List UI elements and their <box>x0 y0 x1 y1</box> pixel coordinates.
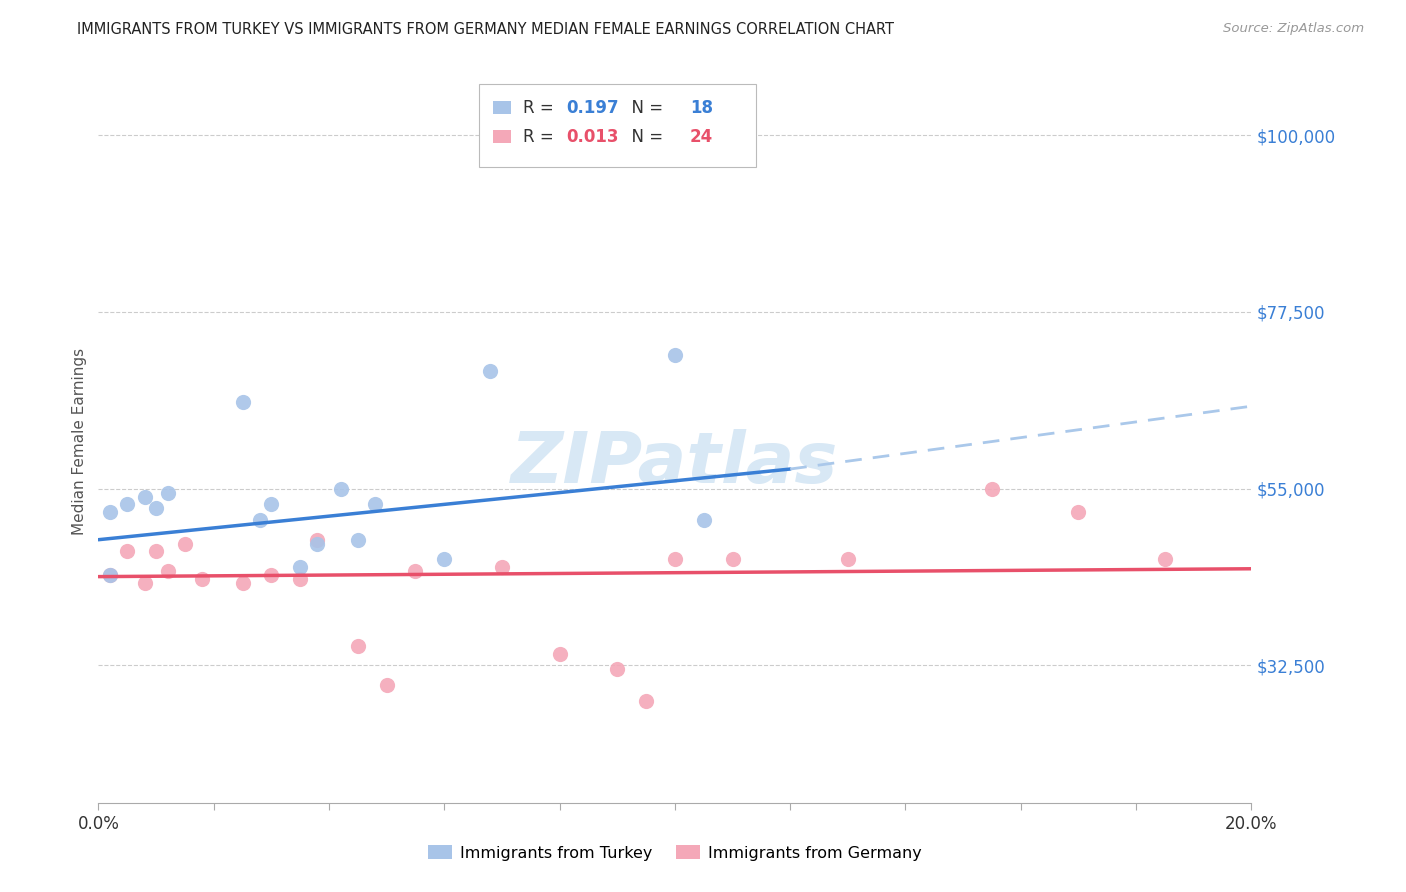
Point <box>290 560 312 574</box>
Point <box>156 485 179 500</box>
Point <box>664 552 686 566</box>
Point <box>307 536 329 550</box>
Text: ZIPatlas: ZIPatlas <box>512 429 838 498</box>
Point <box>693 513 716 527</box>
Point <box>606 662 628 676</box>
FancyBboxPatch shape <box>492 101 512 114</box>
Point <box>156 564 179 578</box>
Point <box>145 501 167 516</box>
Point <box>98 568 121 582</box>
Text: R =: R = <box>523 99 558 117</box>
Point <box>636 694 658 708</box>
Point <box>346 533 368 547</box>
Text: 0.197: 0.197 <box>567 99 619 117</box>
Y-axis label: Median Female Earnings: Median Female Earnings <box>72 348 87 535</box>
Point <box>231 395 254 409</box>
Text: Source: ZipAtlas.com: Source: ZipAtlas.com <box>1223 22 1364 36</box>
FancyBboxPatch shape <box>479 84 755 167</box>
Text: 0.013: 0.013 <box>567 128 619 145</box>
Point <box>174 536 197 550</box>
Point <box>134 575 156 590</box>
Text: R =: R = <box>523 128 558 145</box>
Point <box>117 544 139 558</box>
Point <box>721 552 744 566</box>
Legend: Immigrants from Turkey, Immigrants from Germany: Immigrants from Turkey, Immigrants from … <box>422 838 928 867</box>
Point <box>249 513 271 527</box>
Point <box>134 490 156 504</box>
Point <box>375 678 398 692</box>
Point <box>307 533 329 547</box>
Point <box>290 572 312 586</box>
Point <box>145 544 167 558</box>
Point <box>405 564 427 578</box>
Point <box>98 505 121 519</box>
Point <box>981 482 1004 496</box>
Point <box>260 568 283 582</box>
Text: N =: N = <box>620 99 668 117</box>
Point <box>664 348 686 362</box>
Point <box>346 639 368 653</box>
Point <box>433 552 456 566</box>
Point <box>837 552 859 566</box>
Point <box>1067 505 1090 519</box>
Text: 18: 18 <box>690 99 713 117</box>
Text: N =: N = <box>620 128 668 145</box>
Point <box>260 497 283 511</box>
Point <box>548 647 571 661</box>
FancyBboxPatch shape <box>492 130 512 143</box>
Point <box>491 560 513 574</box>
Point <box>1154 552 1177 566</box>
Point <box>98 568 121 582</box>
Point <box>231 575 254 590</box>
Point <box>479 364 502 378</box>
Point <box>191 572 214 586</box>
Point <box>117 497 139 511</box>
Text: 24: 24 <box>690 128 713 145</box>
Point <box>329 482 352 496</box>
Text: IMMIGRANTS FROM TURKEY VS IMMIGRANTS FROM GERMANY MEDIAN FEMALE EARNINGS CORRELA: IMMIGRANTS FROM TURKEY VS IMMIGRANTS FRO… <box>77 22 894 37</box>
Point <box>364 497 387 511</box>
